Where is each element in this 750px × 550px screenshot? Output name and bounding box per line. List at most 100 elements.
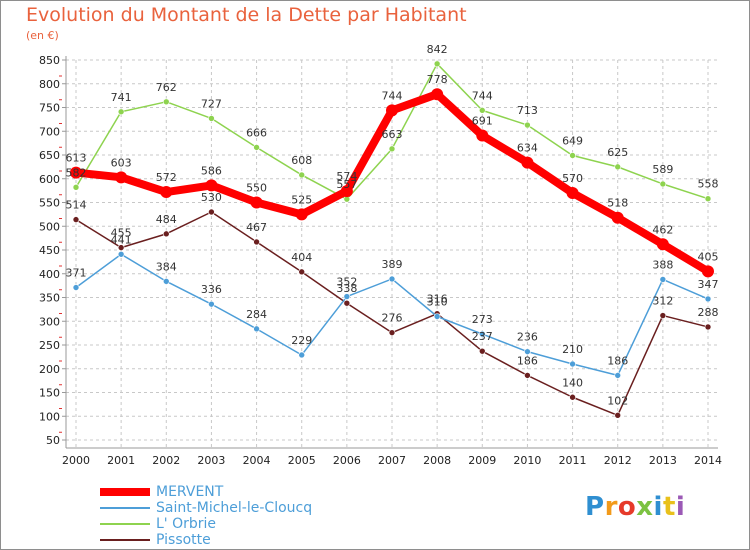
data-label-mervent: 572 xyxy=(156,171,177,184)
y-tick-label: 700 xyxy=(39,125,60,138)
data-label-saint-michel: 384 xyxy=(156,260,177,273)
x-tick-label: 2008 xyxy=(423,454,451,467)
data-point-pissotte xyxy=(614,411,622,419)
legend-swatch-saint-michel xyxy=(100,507,150,509)
data-point-saint-michel xyxy=(72,284,80,291)
data-point-mervent xyxy=(476,129,489,142)
data-point-saint-michel xyxy=(208,300,215,308)
data-label-mervent: 518 xyxy=(607,197,628,210)
data-label-mervent: 462 xyxy=(652,223,673,236)
legend-swatch-pissotte xyxy=(100,539,150,541)
logo-letter: t xyxy=(662,492,676,522)
data-point-saint-michel xyxy=(117,250,125,258)
data-label-orbrie: 741 xyxy=(111,91,132,104)
data-label-orbrie: 666 xyxy=(246,126,267,139)
data-point-pissotte xyxy=(162,230,170,238)
data-point-pissotte xyxy=(343,299,351,307)
data-point-pissotte xyxy=(659,312,667,319)
data-point-saint-michel xyxy=(704,295,712,303)
y-tick-label: 400 xyxy=(39,268,60,281)
data-label-mervent: 691 xyxy=(472,115,493,128)
data-label-orbrie: 608 xyxy=(291,154,312,167)
data-point-mervent xyxy=(340,185,353,198)
x-tick-label: 2011 xyxy=(559,454,587,467)
data-point-mervent xyxy=(702,265,714,278)
data-label-mervent: 634 xyxy=(517,142,538,155)
data-label-pissotte: 316 xyxy=(427,293,448,306)
data-label-orbrie: 727 xyxy=(201,97,222,110)
data-label-pissotte: 312 xyxy=(652,295,673,308)
x-tick-label: 2000 xyxy=(62,454,90,467)
chart-title: Evolution du Montant de la Dette par Hab… xyxy=(26,4,467,26)
data-label-pissotte: 186 xyxy=(517,354,538,367)
data-label-saint-michel: 229 xyxy=(291,334,312,347)
x-tick-label: 2009 xyxy=(468,454,496,467)
data-label-saint-michel: 389 xyxy=(382,258,403,271)
data-label-saint-michel: 186 xyxy=(607,354,628,367)
legend-swatch-mervent xyxy=(100,488,150,496)
data-label-orbrie: 713 xyxy=(517,104,538,117)
data-point-orbrie xyxy=(117,108,125,116)
x-tick-label: 2006 xyxy=(333,454,361,467)
y-tick-label: 550 xyxy=(39,197,60,210)
x-tick-label: 2001 xyxy=(107,454,135,467)
y-tick-label: 200 xyxy=(39,363,60,376)
y-tick-label: 500 xyxy=(39,220,60,233)
data-label-pissotte: 467 xyxy=(246,221,267,234)
legend-label-pissotte: Pissotte xyxy=(156,532,211,548)
data-label-saint-michel: 273 xyxy=(472,313,493,326)
data-label-orbrie: 744 xyxy=(472,89,493,102)
y-tick-label: 800 xyxy=(39,78,60,91)
data-point-mervent xyxy=(115,171,128,184)
y-tick-label: 300 xyxy=(39,315,60,328)
y-tick-label: 350 xyxy=(39,292,60,305)
logo-letter: i xyxy=(653,492,663,522)
data-label-saint-michel: 371 xyxy=(66,267,87,280)
x-tick-label: 2007 xyxy=(378,454,406,467)
legend-item-mervent: MERVENT xyxy=(100,484,400,500)
proxiti-logo: Proxiti xyxy=(585,492,685,522)
data-point-mervent xyxy=(611,211,624,224)
data-point-saint-michel xyxy=(614,372,622,379)
data-label-pissotte: 288 xyxy=(698,306,719,319)
data-point-saint-michel xyxy=(659,276,667,283)
data-point-pissotte xyxy=(704,323,712,331)
data-label-saint-michel: 210 xyxy=(562,343,583,356)
data-label-saint-michel: 284 xyxy=(246,308,267,321)
logo-letter: P xyxy=(585,492,605,522)
legend-label-mervent: MERVENT xyxy=(156,484,224,500)
data-point-orbrie xyxy=(569,152,576,159)
data-point-orbrie xyxy=(253,144,260,151)
y-tick-label: 600 xyxy=(39,173,60,186)
data-label-pissotte: 514 xyxy=(66,199,87,212)
chart-subtitle: (en €) xyxy=(26,29,59,42)
data-label-mervent: 613 xyxy=(66,152,87,165)
x-tick-label: 2012 xyxy=(604,454,632,467)
legend-swatch-orbrie xyxy=(100,523,150,525)
data-point-pissotte xyxy=(208,208,215,216)
data-label-orbrie: 625 xyxy=(607,146,628,159)
data-label-pissotte: 484 xyxy=(156,213,177,226)
y-tick-label: 450 xyxy=(39,244,60,257)
data-point-saint-michel xyxy=(524,348,531,355)
data-point-pissotte xyxy=(478,347,486,355)
data-label-saint-michel: 441 xyxy=(111,233,132,246)
data-point-pissotte xyxy=(253,238,260,246)
y-tick-label: 150 xyxy=(39,387,60,400)
data-point-pissotte xyxy=(72,216,80,223)
legend-label-orbrie: L' Orbrie xyxy=(156,516,217,532)
data-label-orbrie: 762 xyxy=(156,81,177,94)
data-point-saint-michel xyxy=(343,293,351,300)
data-label-saint-michel: 347 xyxy=(698,278,719,291)
data-label-mervent: 778 xyxy=(427,73,448,86)
data-point-mervent xyxy=(205,179,218,192)
data-label-orbrie: 663 xyxy=(382,128,403,141)
y-tick-label: 100 xyxy=(39,410,60,423)
data-point-pissotte xyxy=(117,244,125,251)
data-point-orbrie xyxy=(162,98,170,106)
data-point-orbrie xyxy=(478,107,486,114)
legend-label-saint-michel: Saint-Michel-le-Cloucq xyxy=(156,500,313,516)
data-point-orbrie xyxy=(433,60,441,68)
data-label-orbrie: 558 xyxy=(698,178,719,191)
